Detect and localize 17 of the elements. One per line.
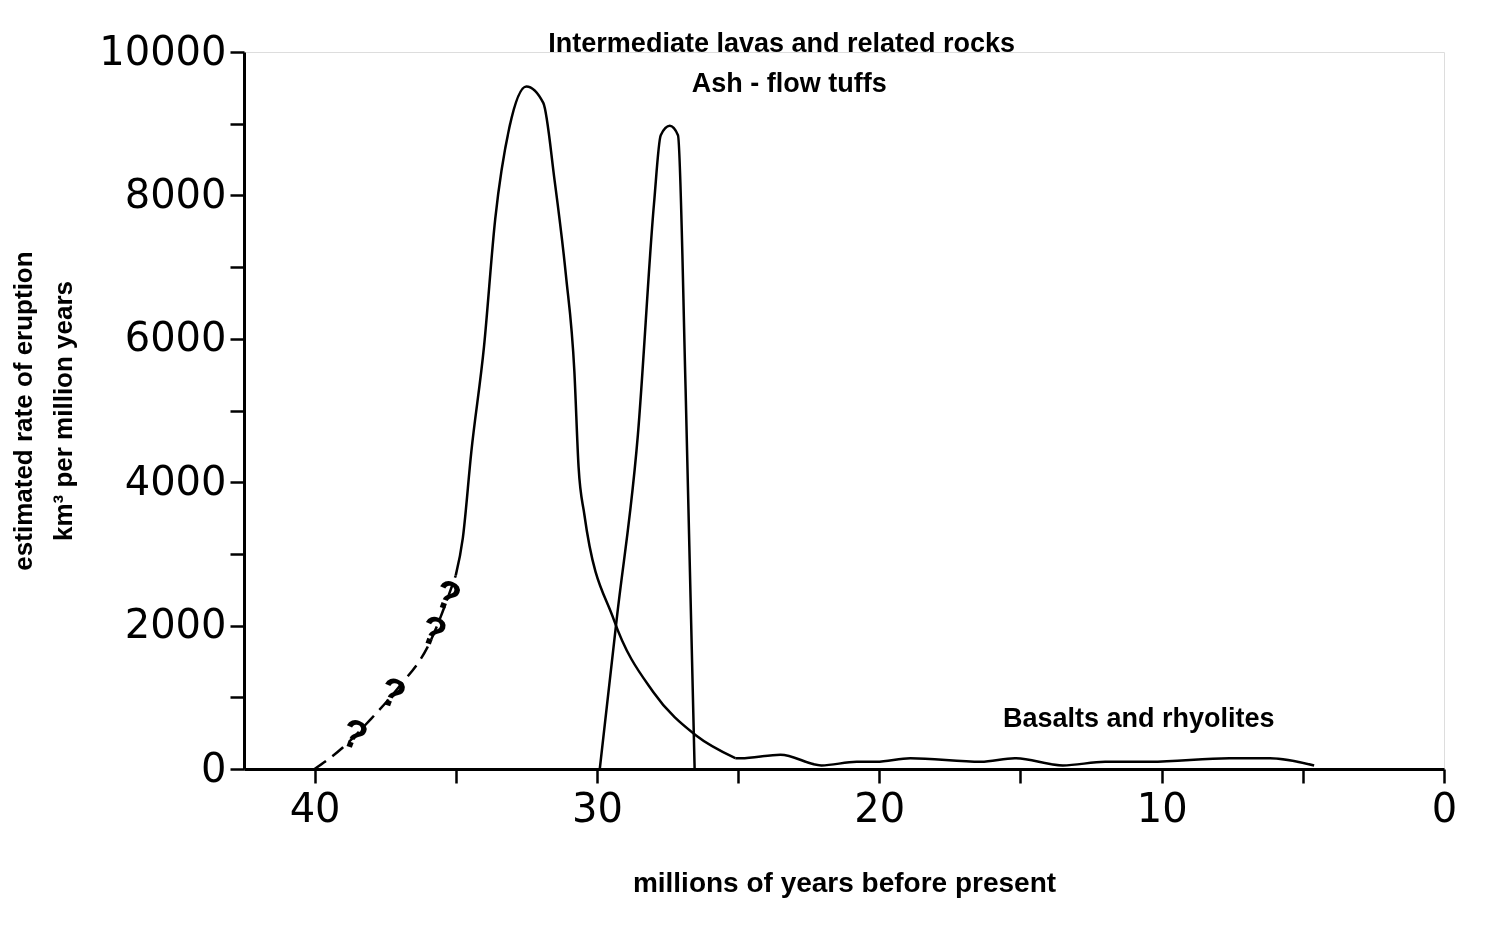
x-tick-label: 30: [571, 784, 623, 831]
x-tick-label: 10: [1136, 784, 1188, 831]
x-tick-label: 20: [854, 784, 906, 831]
y-tick-label: 0: [201, 744, 227, 791]
annotation: Basalts and rhyolites: [1002, 703, 1275, 734]
x-tick-label: 0: [1431, 784, 1458, 831]
y-tick-label: 2000: [124, 601, 227, 648]
x-tick-label: 40: [289, 784, 341, 831]
y-tick-label: 4000: [124, 457, 227, 504]
y-tick-label: 8000: [124, 170, 227, 217]
y-tick-label: 6000: [124, 314, 227, 361]
text: estimated rate of eruption: [8, 251, 39, 571]
text: km³ per million years: [48, 280, 79, 542]
y-tick-label: 10000: [99, 27, 227, 74]
x-axis-title: millions of years before present: [632, 866, 1057, 898]
annotation: Ash - flow tuffs: [691, 67, 887, 98]
annotation: Intermediate lavas and related rocks: [548, 28, 1016, 59]
